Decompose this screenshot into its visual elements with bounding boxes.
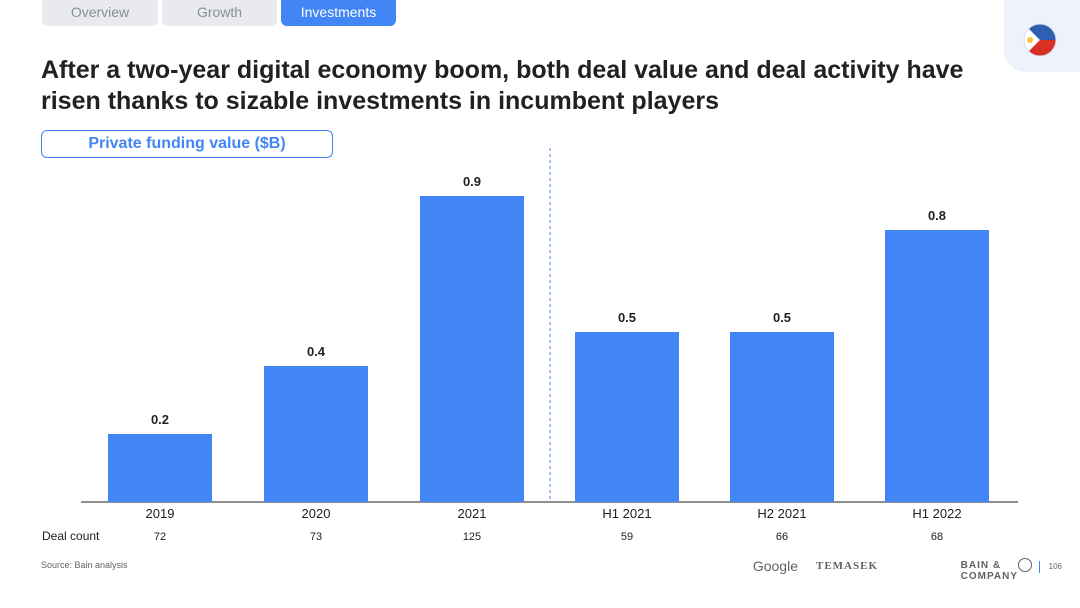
page-number: 106 [1048, 562, 1062, 571]
tab-investments[interactable]: Investments [281, 0, 396, 26]
bar-h1-2022 [885, 230, 989, 502]
category-label: 2020 [302, 506, 331, 521]
data-label: 0.5 [773, 310, 791, 325]
category-label: 2021 [458, 506, 487, 521]
deal-count-value: 73 [310, 531, 322, 543]
bar-2019 [108, 434, 212, 502]
country-badge [1004, 0, 1080, 72]
data-label: 0.2 [151, 412, 169, 427]
deal-count-value: 66 [776, 531, 788, 543]
bar-chart: 0.2 2019 72 0.4 2020 73 0.9 2021 125 0.5 H1 2021 59… [81, 148, 1018, 543]
bain-mark-icon [1018, 558, 1032, 572]
data-label: 0.4 [307, 344, 326, 359]
bain-logo: BAIN & COMPANY [960, 560, 1019, 582]
data-label: 0.5 [618, 310, 636, 325]
google-logo: Google [752, 558, 798, 574]
bar-h2-2021 [730, 332, 834, 502]
deal-count-value: 68 [931, 531, 943, 543]
category-label: 2019 [146, 506, 175, 521]
philippines-flag-icon [1023, 23, 1057, 57]
temasek-logo: TEMASEK [815, 560, 878, 572]
chart-title: Private funding value ($B) [41, 130, 333, 158]
deal-count-value: 59 [621, 531, 633, 543]
tab-growth[interactable]: Growth [162, 0, 277, 26]
bar-h1-2021 [575, 332, 679, 502]
category-label: H1 2022 [912, 506, 961, 521]
category-label: H2 2021 [757, 506, 806, 521]
footer-divider [1039, 561, 1040, 573]
deal-count-value: 125 [463, 531, 481, 543]
bar-2021 [420, 196, 524, 502]
deal-count-value: 72 [154, 531, 166, 543]
tab-overview[interactable]: Overview [42, 0, 158, 26]
deal-count-label: Deal count [42, 529, 100, 543]
category-label: H1 2021 [602, 506, 651, 521]
bar-2020 [264, 366, 368, 502]
page-title: After a two-year digital economy boom, b… [41, 56, 964, 115]
source-note: Source: Bain analysis [41, 560, 128, 570]
data-label: 0.8 [928, 208, 946, 223]
data-label: 0.9 [463, 174, 481, 189]
